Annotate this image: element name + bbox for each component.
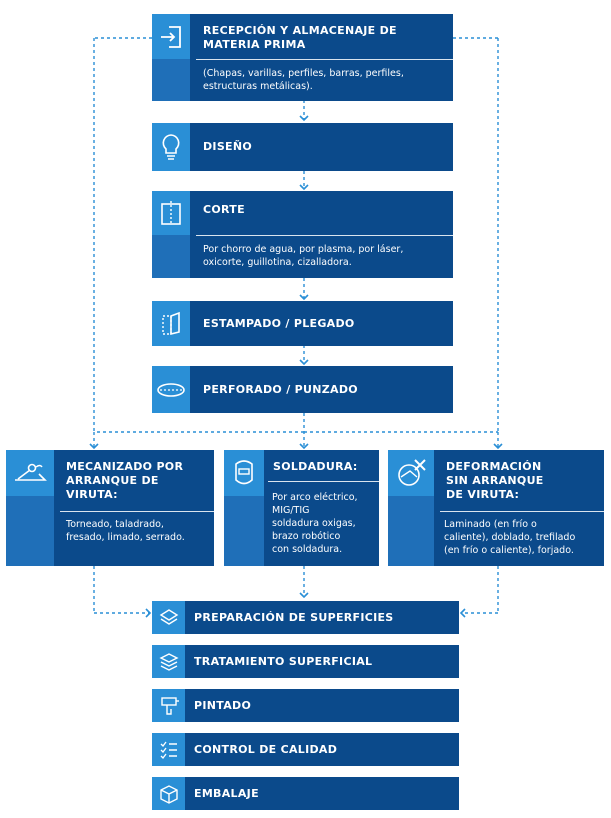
- step-reception-desc: (Chapas, varillas, perfiles, barras, per…: [203, 68, 404, 92]
- stripe: [224, 496, 264, 566]
- stripe: [388, 496, 434, 566]
- step-surface-treatment-title: TRATAMIENTO SUPERFICIAL: [194, 655, 373, 668]
- step-welding-title: SOLDADURA:: [273, 460, 358, 473]
- step-surface-prep: [152, 601, 459, 634]
- step-reception: [152, 14, 453, 101]
- welding-mask-icon: [224, 450, 264, 496]
- step-welding-desc: Por arco eléctrico, MIG/TIG soldadura ox…: [272, 492, 358, 555]
- box-icon: [152, 777, 185, 810]
- paint-gun-icon: [152, 689, 185, 722]
- step-packaging-title: EMBALAJE: [194, 787, 259, 800]
- step-design: [152, 123, 453, 171]
- step-deformation-title: DEFORMACIÓN SIN ARRANQUE DE VIRUTA:: [446, 460, 544, 501]
- folded-sheet-icon: [152, 301, 190, 346]
- divider: [196, 59, 453, 60]
- stripe: [6, 496, 54, 566]
- cut-sheet-icon: [152, 191, 190, 235]
- step-surface-prep-title: PREPARACIÓN DE SUPERFICIES: [194, 611, 394, 624]
- checklist-icon: [152, 733, 185, 766]
- punch-disc-icon: [152, 366, 190, 413]
- stripe: [152, 235, 190, 278]
- step-stamping-title: ESTAMPADO / PLEGADO: [203, 317, 355, 330]
- step-quality: [152, 733, 459, 766]
- divider: [196, 235, 453, 236]
- layers-icon: [152, 601, 185, 634]
- divider: [440, 511, 604, 512]
- step-stamping: [152, 301, 453, 346]
- step-machining-title: MECANIZADO POR ARRANQUE DE VIRUTA:: [66, 460, 184, 501]
- lathe-tool-icon: [6, 450, 54, 496]
- step-painting: [152, 689, 459, 722]
- step-machining-desc: Torneado, taladrado, fresado, limado, se…: [66, 519, 185, 543]
- step-deformation-desc: Laminado (en frío o caliente), doblado, …: [444, 519, 576, 556]
- step-cut-desc: Por chorro de agua, por plasma, por láse…: [203, 244, 404, 268]
- step-reception-title: RECEPCIÓN Y ALMACENAJE DE MATERIA PRIMA: [203, 24, 397, 51]
- hammer-cross-icon: [388, 450, 434, 496]
- step-cut-title: CORTE: [203, 203, 245, 216]
- step-painting-title: PINTADO: [194, 699, 252, 712]
- step-quality-title: CONTROL DE CALIDAD: [194, 743, 338, 756]
- login-arrow-icon: [152, 14, 190, 59]
- divider: [60, 511, 214, 512]
- step-packaging: [152, 777, 459, 810]
- step-surface-treatment: [152, 645, 459, 678]
- step-perforating: [152, 366, 453, 413]
- divider: [268, 481, 379, 482]
- step-design-title: DISEÑO: [203, 140, 253, 153]
- step-perforating-title: PERFORADO / PUNZADO: [203, 383, 358, 396]
- stripe: [152, 59, 190, 101]
- step-cut: [152, 191, 453, 278]
- lightbulb-icon: [152, 123, 190, 171]
- layers-stack-icon: [152, 645, 185, 678]
